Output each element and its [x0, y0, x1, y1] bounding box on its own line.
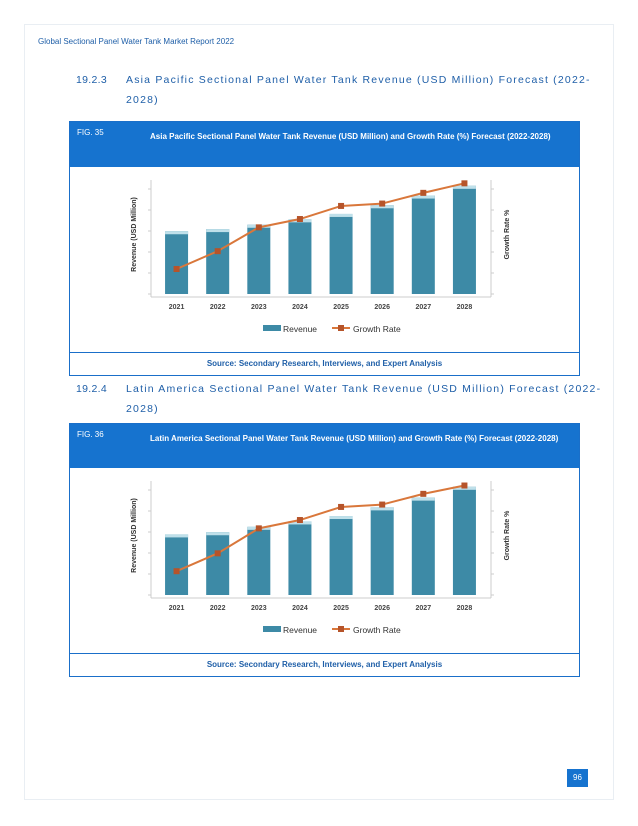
growth-rate-point [296, 517, 303, 524]
growth-rate-point [338, 202, 345, 209]
growth-rate-point [420, 189, 427, 196]
bar-revenue [411, 497, 435, 595]
bar-revenue-top [206, 229, 230, 233]
legend-revenue-label: Revenue [283, 324, 317, 334]
growth-rate-point [173, 568, 180, 575]
bar-revenue [165, 231, 189, 294]
growth-rate-point [379, 501, 386, 508]
page-number: 96 [567, 769, 588, 787]
report-header: Global Sectional Panel Water Tank Market… [38, 37, 235, 46]
growth-rate-point [338, 503, 345, 510]
bar-revenue-top [411, 195, 435, 199]
bar-revenue [165, 534, 189, 595]
growth-rate-point [255, 525, 262, 532]
section-heading-latin-america: 19.2.4 Latin America Sectional Panel Wate… [76, 379, 601, 419]
legend-growth-marker [338, 626, 344, 632]
x-tick-label: 2025 [333, 605, 349, 612]
figure-title: Latin America Sectional Panel Water Tank… [150, 434, 559, 443]
growth-rate-point [296, 216, 303, 223]
page-frame [24, 24, 614, 800]
x-tick-label: 2023 [251, 605, 267, 612]
bar-revenue-top [452, 185, 476, 189]
x-tick-label: 2024 [292, 304, 308, 311]
growth-rate-line [176, 484, 465, 573]
bar-revenue-top [370, 507, 394, 511]
y2-axis-label: Growth Rate % [504, 510, 511, 561]
legend-revenue-label: Revenue [283, 625, 317, 635]
revenue-growth-chart: 2021 2022 2023 2024 2025 2026 2027 2028 Revenue … [131, 481, 511, 635]
x-tick-label: 2028 [457, 304, 473, 311]
section-heading-asia-pacific: 19.2.3 Asia Pacific Sectional Panel Water… [76, 70, 591, 110]
x-tick-label: 2023 [251, 304, 267, 311]
growth-rate-line [176, 182, 465, 270]
bar-revenue [206, 532, 230, 595]
section-number: 19.2.3 [76, 74, 107, 86]
growth-rate-point [214, 550, 221, 557]
figure-chart-area: 2021 2022 2023 2024 2025 2026 2027 2028 Revenue … [70, 468, 579, 654]
legend-revenue-swatch [263, 626, 281, 632]
revenue-growth-chart: 2021 2022 2023 2024 2025 2026 2027 2028 Revenue … [131, 180, 511, 334]
figure-source: Source: Secondary Research, Interviews, … [206, 359, 443, 368]
section-title-line2: 2028) [126, 403, 159, 415]
figure-latin-america: FIG. 36 Latin America Sectional Panel Wa… [69, 423, 580, 677]
y-axis-label: Revenue (USD Million) [131, 498, 138, 573]
section-title-line2: 2028) [126, 94, 159, 106]
section-title-line1: Asia Pacific Sectional Panel Water Tank … [126, 74, 591, 86]
x-tick-label: 2026 [374, 304, 390, 311]
x-tick-label: 2022 [210, 304, 226, 311]
bar-revenue [247, 526, 271, 595]
figure-title: Asia Pacific Sectional Panel Water Tank … [150, 132, 551, 141]
growth-rate-point [420, 490, 427, 497]
figure-source: Source: Secondary Research, Interviews, … [206, 660, 443, 669]
legend-growth-marker [338, 325, 344, 331]
y2-axis-label: Growth Rate % [504, 209, 511, 260]
x-tick-label: 2021 [169, 304, 185, 311]
figure-header: FIG. 36 Latin America Sectional Panel Wa… [70, 424, 579, 468]
bar-revenue-top [329, 516, 353, 520]
growth-rate-point [173, 266, 180, 273]
legend-revenue-swatch [263, 325, 281, 331]
x-tick-label: 2027 [416, 605, 432, 612]
figure-label: FIG. 35 [77, 128, 104, 137]
bar-revenue [370, 507, 394, 595]
bar-revenue [288, 219, 312, 294]
figure-label: FIG. 36 [77, 430, 104, 439]
bar-revenue [452, 486, 476, 595]
bar-revenue [329, 516, 353, 595]
growth-rate-point [214, 248, 221, 255]
growth-rate-point [379, 200, 386, 207]
legend-growth-label: Growth Rate [353, 625, 401, 635]
bar-revenue [206, 229, 230, 294]
x-tick-label: 2027 [416, 304, 432, 311]
bar-revenue [288, 521, 312, 595]
bar-revenue-top [165, 534, 189, 538]
bar-revenue [411, 195, 435, 294]
figure-asia-pacific: FIG. 35 Asia Pacific Sectional Panel Wat… [69, 121, 580, 376]
growth-rate-point [461, 482, 468, 489]
growth-rate-point [255, 224, 262, 231]
x-tick-label: 2025 [333, 304, 349, 311]
legend-growth-label: Growth Rate [353, 324, 401, 334]
bar-revenue-top [411, 497, 435, 501]
x-tick-label: 2028 [457, 605, 473, 612]
x-tick-label: 2024 [292, 605, 308, 612]
y-axis-label: Revenue (USD Million) [131, 197, 138, 272]
bar-revenue [247, 224, 271, 294]
x-tick-label: 2026 [374, 605, 390, 612]
bar-revenue-top [165, 231, 189, 235]
figure-header: FIG. 35 Asia Pacific Sectional Panel Wat… [70, 122, 579, 167]
bar-revenue [452, 185, 476, 294]
section-number: 19.2.4 [76, 383, 107, 395]
bar-revenue-top [370, 205, 394, 209]
bar-revenue-top [206, 532, 230, 536]
x-tick-label: 2022 [210, 605, 226, 612]
figure-chart-area: 2021 2022 2023 2024 2025 2026 2027 2028 Revenue … [70, 167, 579, 353]
x-tick-label: 2021 [169, 605, 185, 612]
section-title-line1: Latin America Sectional Panel Water Tank… [126, 383, 602, 395]
bar-revenue [329, 213, 353, 294]
growth-rate-point [461, 180, 468, 187]
bar-revenue [370, 205, 394, 294]
bar-revenue-top [329, 213, 353, 217]
